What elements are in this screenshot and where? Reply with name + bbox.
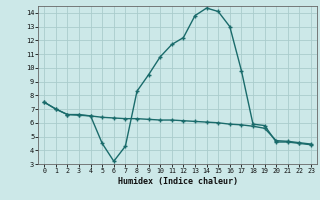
X-axis label: Humidex (Indice chaleur): Humidex (Indice chaleur): [118, 177, 238, 186]
